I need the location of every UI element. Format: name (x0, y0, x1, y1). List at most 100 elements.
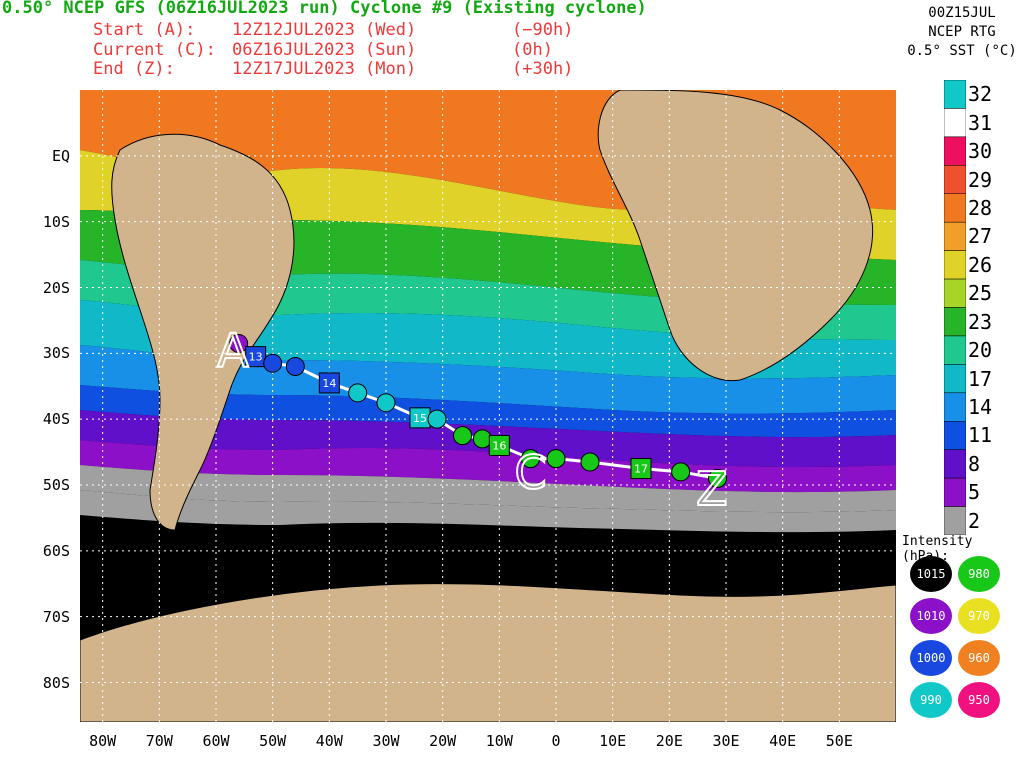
colorbar-segment (944, 421, 966, 450)
colorbar-segment (944, 364, 966, 394)
colorbar-label: 11 (968, 423, 993, 448)
colorbar-segment (944, 136, 966, 166)
colorbar-label: 27 (968, 224, 993, 249)
colorbar-label: 30 (968, 139, 993, 164)
sst-map-svg: 13 14 15 16 17 A C Z (80, 90, 896, 722)
intensity-swatch: 1010 (910, 598, 952, 634)
track-point (376, 393, 396, 413)
colorbar-segment (944, 477, 966, 507)
start-label: Start (A): (93, 20, 196, 40)
intensity-swatch: 960 (958, 640, 1000, 676)
colorbar-segment (944, 449, 966, 479)
header: 0.50° NCEP GFS (06Z16JUL2023 run) Cyclon… (0, 0, 1024, 90)
colorbar-label: 23 (968, 309, 993, 334)
track-current-marker: C (514, 445, 546, 499)
south-america (111, 133, 295, 531)
track-start-marker: A (217, 324, 249, 378)
sst-band-6 (80, 440, 896, 493)
lat-label: 70S (42, 607, 70, 626)
lat-label: 30S (42, 344, 70, 363)
lon-label: 20W (429, 732, 457, 750)
lon-label: 70W (145, 732, 173, 750)
lon-label: 60W (202, 732, 230, 750)
current-offset: (0h) (512, 40, 553, 60)
lon-label: 10W (485, 732, 513, 750)
colorbar-label: 14 (968, 395, 993, 420)
lat-label: 60S (42, 541, 70, 560)
intensity-swatch: 980 (958, 556, 1000, 592)
track-day-label: 14 (322, 377, 336, 390)
start-offset: (−90h) (512, 20, 574, 40)
colorbar-label: 20 (968, 338, 993, 363)
lon-label: 0 (551, 732, 561, 750)
intensity-swatch: 970 (958, 598, 1000, 634)
track-point (708, 468, 727, 488)
sst-band-12 (80, 385, 896, 438)
track-day-marker (488, 435, 510, 456)
track-point (546, 449, 566, 469)
track-day-label: 13 (249, 351, 263, 364)
colorbar-segment (944, 80, 966, 109)
colorbar-segment (944, 221, 966, 251)
colorbar-label: 32 (968, 82, 993, 107)
lon-label: 50W (259, 732, 287, 750)
intensity-swatch: 1015 (910, 556, 952, 592)
track-point (427, 409, 447, 429)
antarctica (80, 583, 896, 722)
track-point (671, 462, 691, 482)
colorbar-segment (944, 108, 966, 138)
sst-band-15 (80, 345, 896, 414)
lat-label: EQ (51, 146, 70, 165)
lon-label: 10E (599, 732, 627, 750)
colorbar-segment (944, 278, 966, 308)
map-plot: 13 14 15 16 17 A C Z (80, 90, 896, 722)
intensity-swatch: 950 (958, 682, 1000, 718)
colorbar-segment (944, 250, 966, 280)
track-day-label: 17 (634, 463, 648, 476)
track-point (263, 353, 283, 373)
colorbar-label: 29 (968, 167, 993, 192)
sst-header: 00Z15JUL NCEP RTG 0.5° SST (°C) (902, 4, 1022, 61)
colorbar-label: 31 (968, 110, 993, 135)
lon-label: 20E (655, 732, 683, 750)
lon-label: 40E (769, 732, 797, 750)
track-point (521, 449, 540, 469)
intensity-swatch: 990 (910, 682, 952, 718)
colorbar-segment (944, 307, 966, 337)
colorbar-label: 26 (968, 252, 993, 277)
sst-band-3 (80, 465, 896, 513)
colorbar-label: 8 (968, 451, 981, 476)
current-label: Current (C): (93, 40, 216, 60)
start-time: 12Z12JUL2023 (Wed) (232, 20, 417, 40)
track-day-marker (630, 458, 652, 480)
colorbar-label: 17 (968, 366, 993, 391)
colorbar-label: 5 (968, 480, 981, 505)
lat-label: 20S (42, 278, 70, 297)
africa (597, 90, 874, 382)
colorbar-segment (944, 392, 966, 422)
lon-label: 50E (825, 732, 853, 750)
end-time: 12Z17JUL2023 (Mon) (232, 59, 417, 79)
track-day-label: 16 (492, 440, 506, 453)
track-point (348, 383, 368, 403)
colorbar-segment (944, 506, 966, 535)
colorbar-segment (944, 193, 966, 223)
lon-label: 40W (315, 732, 343, 750)
track-day-label: 15 (413, 412, 427, 425)
track-point (472, 429, 492, 449)
current-time: 06Z16JUL2023 (Sun) (232, 40, 417, 60)
track-point (580, 452, 600, 472)
colorbar-label: 28 (968, 195, 993, 220)
colorbar-segment (944, 335, 966, 365)
colorbar-label: 2 (968, 508, 981, 533)
track-point (453, 426, 472, 446)
end-offset: (+30h) (512, 59, 574, 79)
sst-units: 0.5° SST (°C) (907, 43, 1017, 59)
track-day-marker (245, 346, 267, 368)
intensity-swatch: 1000 (910, 640, 952, 676)
track-day-marker (318, 372, 340, 394)
sst-source: NCEP RTG (928, 24, 996, 40)
sst-colorbar (944, 80, 966, 535)
sst-date: 00Z15JUL (928, 5, 996, 21)
lat-label: 50S (42, 476, 70, 494)
